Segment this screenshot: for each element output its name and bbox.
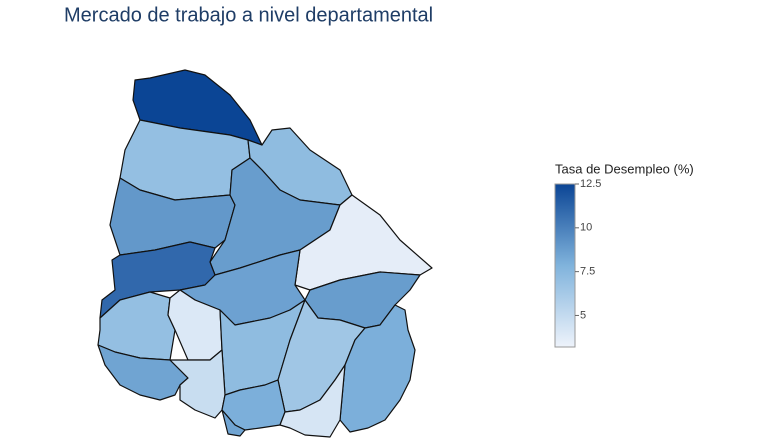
department	[97, 291, 176, 361]
colorbar-tick-label: 5	[580, 309, 586, 321]
colorbar-tick-label: 7.5	[580, 266, 595, 278]
colorbar-tick-label: 12.5	[580, 178, 601, 190]
department	[169, 349, 226, 419]
colorbar	[554, 183, 576, 348]
chart-title: Mercado de trabajo a nivel departamental	[64, 4, 433, 26]
department	[221, 409, 246, 437]
colorbar-title: Tasa de Desempleo (%)	[555, 161, 694, 176]
department	[97, 344, 189, 401]
department	[279, 364, 346, 438]
colorbar-tick-label: 10	[580, 222, 592, 234]
map	[97, 69, 433, 438]
